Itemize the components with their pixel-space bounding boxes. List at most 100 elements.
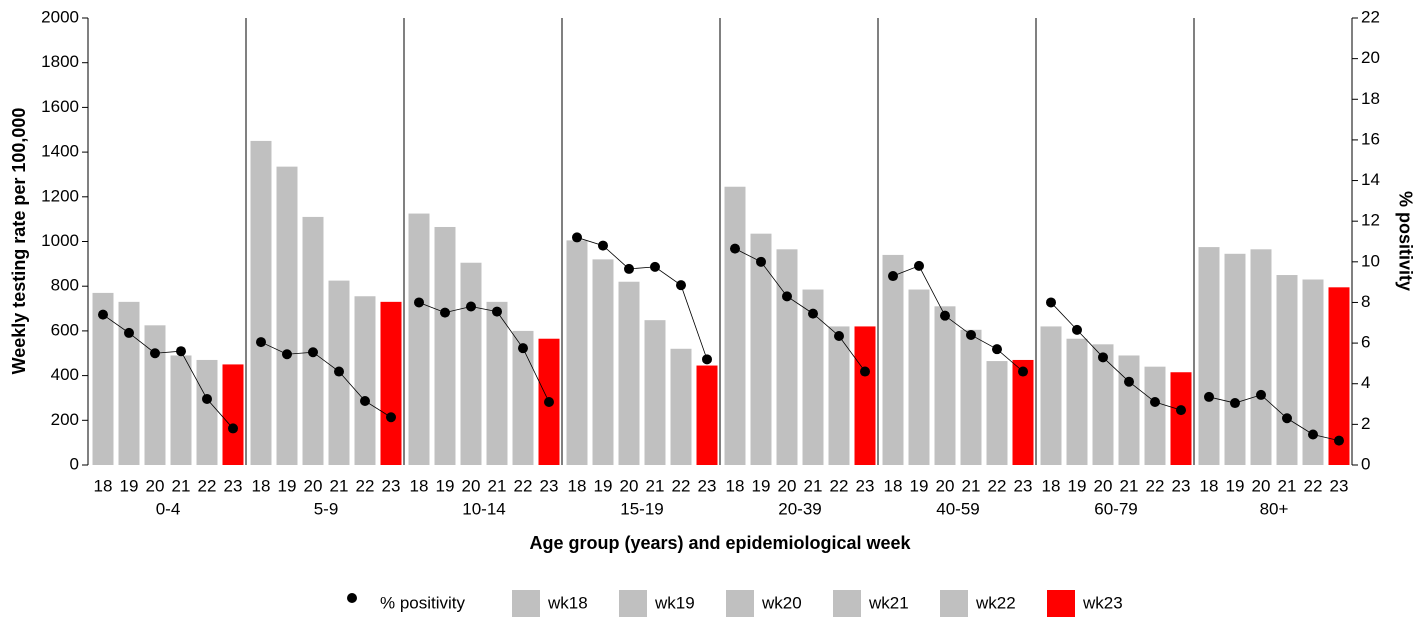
positivity-point: [624, 263, 634, 274]
bar: [1198, 247, 1220, 465]
bar: [828, 326, 850, 465]
bar: [1224, 253, 1246, 465]
x-week-label: 18: [252, 476, 271, 495]
bar: [1302, 279, 1324, 465]
y2-tick-label: 4: [1361, 373, 1370, 392]
bar: [144, 325, 166, 465]
positivity-point: [518, 343, 528, 354]
x-group-label: 5-9: [314, 499, 339, 518]
legend-label: wk23: [1082, 593, 1123, 612]
y2-tick-label: 18: [1361, 89, 1380, 108]
x-group-label: 10-14: [462, 499, 505, 518]
bar: [92, 292, 114, 465]
positivity-line: [102, 314, 234, 429]
x-group-label: 80+: [1260, 499, 1289, 518]
bar: [250, 140, 272, 466]
positivity-point: [98, 309, 108, 320]
bar: [644, 320, 666, 465]
x-week-label: 23: [1014, 476, 1033, 495]
x-week-label: 21: [804, 476, 823, 495]
x-week-label: 22: [198, 476, 217, 495]
positivity-point: [966, 329, 976, 340]
positivity-point: [1230, 398, 1240, 409]
y2-tick-label: 6: [1361, 333, 1370, 352]
positivity-point: [914, 260, 924, 271]
x-week-label: 20: [1094, 476, 1113, 495]
x-week-label: 20: [778, 476, 797, 495]
positivity-point: [650, 261, 660, 272]
bar: [1144, 366, 1166, 465]
positivity-point: [782, 291, 792, 302]
x-week-label: 22: [1304, 476, 1323, 495]
positivity-point: [1046, 297, 1056, 308]
legend-label: % positivity: [380, 593, 466, 612]
bar: [460, 262, 482, 465]
positivity-point: [572, 232, 582, 243]
positivity-point: [544, 397, 554, 408]
y-tick-label: 200: [51, 410, 79, 429]
y-axis-title: Weekly testing rate per 100,000: [9, 108, 29, 375]
x-group-label: 20-39: [778, 499, 821, 518]
positivity-point: [1150, 397, 1160, 408]
x-week-label: 19: [752, 476, 771, 495]
x-week-label: 20: [462, 476, 481, 495]
y2-tick-label: 8: [1361, 292, 1370, 311]
y-tick-label: 1000: [41, 231, 79, 250]
positivity-point: [834, 330, 844, 341]
x-week-label: 23: [382, 476, 401, 495]
y-tick-label: 800: [51, 276, 79, 295]
x-week-label: 23: [224, 476, 243, 495]
x-week-label: 22: [830, 476, 849, 495]
x-week-label: 21: [488, 476, 507, 495]
bar: [302, 216, 324, 465]
x-week-label: 22: [356, 476, 375, 495]
positivity-point: [860, 366, 870, 377]
positivity-point: [808, 308, 818, 319]
x-week-label: 19: [594, 476, 613, 495]
y2-axis-title: % positivity: [1395, 191, 1415, 291]
bar: [1066, 338, 1088, 465]
legend-label: wk18: [547, 593, 588, 612]
y-tick-label: 600: [51, 320, 79, 339]
positivity-point: [598, 240, 608, 251]
y-tick-label: 1600: [41, 97, 79, 116]
positivity-point: [334, 366, 344, 377]
positivity-point: [1072, 324, 1082, 335]
positivity-point: [202, 393, 212, 404]
positivity-point: [228, 423, 238, 434]
bar: [802, 289, 824, 465]
positivity-point: [1334, 435, 1344, 446]
positivity-point: [124, 327, 134, 338]
y2-tick-label: 14: [1361, 170, 1380, 189]
y-tick-label: 1200: [41, 186, 79, 205]
positivity-point: [1282, 413, 1292, 424]
positivity-point: [940, 310, 950, 321]
bar: [1170, 372, 1192, 465]
bar: [696, 365, 718, 465]
positivity-point: [1176, 405, 1186, 416]
x-group-label: 40-59: [936, 499, 979, 518]
legend-label: wk21: [868, 593, 909, 612]
positivity-point: [440, 307, 450, 318]
bar: [434, 226, 456, 465]
x-week-label: 23: [1330, 476, 1349, 495]
x-week-label: 20: [146, 476, 165, 495]
bar: [854, 326, 876, 465]
x-week-label: 22: [988, 476, 1007, 495]
positivity-point: [1204, 391, 1214, 402]
positivity-point: [730, 243, 740, 254]
x-week-label: 20: [936, 476, 955, 495]
x-week-label: 23: [1172, 476, 1191, 495]
bar: [724, 186, 746, 465]
y-tick-label: 2000: [41, 7, 79, 26]
x-week-label: 19: [1068, 476, 1087, 495]
x-week-label: 18: [410, 476, 429, 495]
legend-label: wk20: [761, 593, 802, 612]
x-week-label: 21: [330, 476, 349, 495]
y-tick-label: 400: [51, 365, 79, 384]
positivity-point: [360, 395, 370, 406]
bar: [196, 359, 218, 465]
legend-swatch: [833, 590, 861, 617]
bar: [592, 259, 614, 465]
